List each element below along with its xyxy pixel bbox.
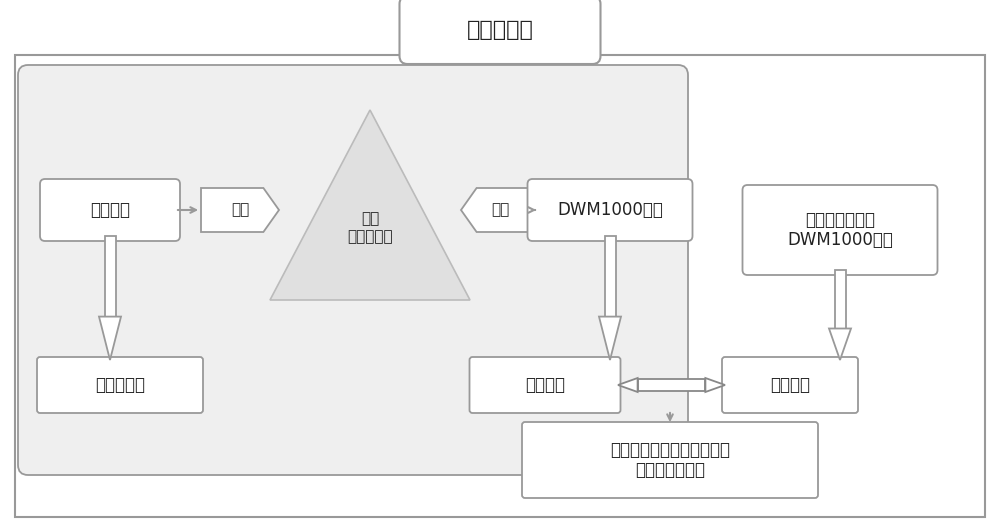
Polygon shape bbox=[599, 317, 621, 360]
FancyBboxPatch shape bbox=[40, 179, 180, 241]
Text: 装入: 装入 bbox=[491, 203, 509, 218]
Text: 作为标签: 作为标签 bbox=[525, 376, 565, 394]
Text: 自主
移动机器人: 自主 移动机器人 bbox=[347, 212, 393, 244]
Polygon shape bbox=[618, 378, 638, 392]
Text: 基站和标签相互通信，获得
二者之间的距离: 基站和标签相互通信，获得 二者之间的距离 bbox=[610, 440, 730, 479]
Bar bbox=[15, 55, 985, 517]
Text: 测量航向角: 测量航向角 bbox=[95, 376, 145, 394]
Polygon shape bbox=[829, 328, 851, 360]
Polygon shape bbox=[705, 378, 725, 392]
FancyBboxPatch shape bbox=[18, 65, 688, 475]
Bar bbox=[104, 236, 116, 317]
Text: 电子罗盘: 电子罗盘 bbox=[90, 201, 130, 219]
FancyBboxPatch shape bbox=[522, 422, 818, 498]
Text: DWM1000模块: DWM1000模块 bbox=[557, 201, 663, 219]
FancyBboxPatch shape bbox=[742, 185, 938, 275]
FancyBboxPatch shape bbox=[400, 0, 600, 64]
Text: 作为基站: 作为基站 bbox=[770, 376, 810, 394]
Polygon shape bbox=[201, 188, 279, 232]
FancyBboxPatch shape bbox=[470, 357, 620, 413]
Text: 硬件架构图: 硬件架构图 bbox=[467, 20, 533, 40]
FancyBboxPatch shape bbox=[638, 379, 705, 391]
FancyBboxPatch shape bbox=[722, 357, 858, 413]
Text: 装入: 装入 bbox=[231, 203, 249, 218]
FancyBboxPatch shape bbox=[528, 179, 692, 241]
Polygon shape bbox=[99, 317, 121, 360]
Bar bbox=[604, 236, 616, 317]
FancyBboxPatch shape bbox=[37, 357, 203, 413]
Polygon shape bbox=[461, 188, 539, 232]
Bar bbox=[834, 270, 846, 328]
Text: 两片或两片以上
DWM1000模块: 两片或两片以上 DWM1000模块 bbox=[787, 211, 893, 250]
Polygon shape bbox=[270, 110, 470, 300]
